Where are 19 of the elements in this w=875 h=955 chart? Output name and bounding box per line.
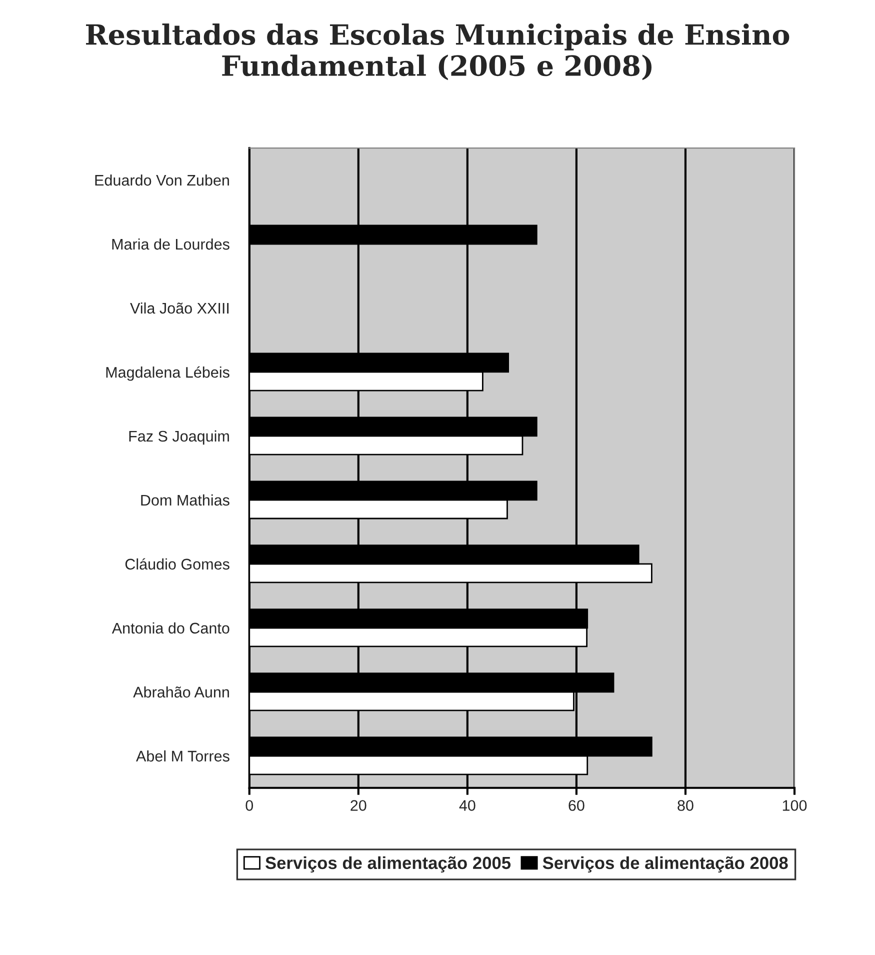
y-tick-label: Dom Mathias: [141, 494, 230, 506]
y-tick-label: Cláudio Gomes: [125, 558, 230, 570]
x-tick-label: 20: [350, 800, 366, 811]
y-tick-label: Magdalena Lébeis: [106, 366, 230, 381]
legend-label: Serviços de alimentação 2005: [265, 856, 511, 873]
y-tick-label: Eduardo Von Zuben: [95, 174, 229, 186]
y-tick-label: Maria de Lourdes: [112, 238, 230, 250]
x-tick-label: 80: [678, 800, 694, 811]
chart-title: Resultados das Escolas Municipais de Ensino Fundamental (2005 e 2008): [86, 24, 790, 80]
y-tick-label: Antonia do Canto: [112, 622, 230, 634]
x-tick-label: 0: [246, 800, 254, 811]
x-tick-label: 100: [782, 800, 807, 811]
x-tick-label: 40: [459, 800, 476, 811]
y-tick-label: Abel M Torres: [136, 750, 230, 762]
y-tick-label: Vila João XXIII: [130, 302, 229, 314]
y-tick-label: Abrahão Aunn: [133, 686, 229, 698]
x-tick-label: 60: [568, 800, 584, 811]
y-tick-label: Faz S Joaquim: [129, 430, 229, 445]
legend-label: Serviços de alimentação 2008: [542, 856, 788, 873]
